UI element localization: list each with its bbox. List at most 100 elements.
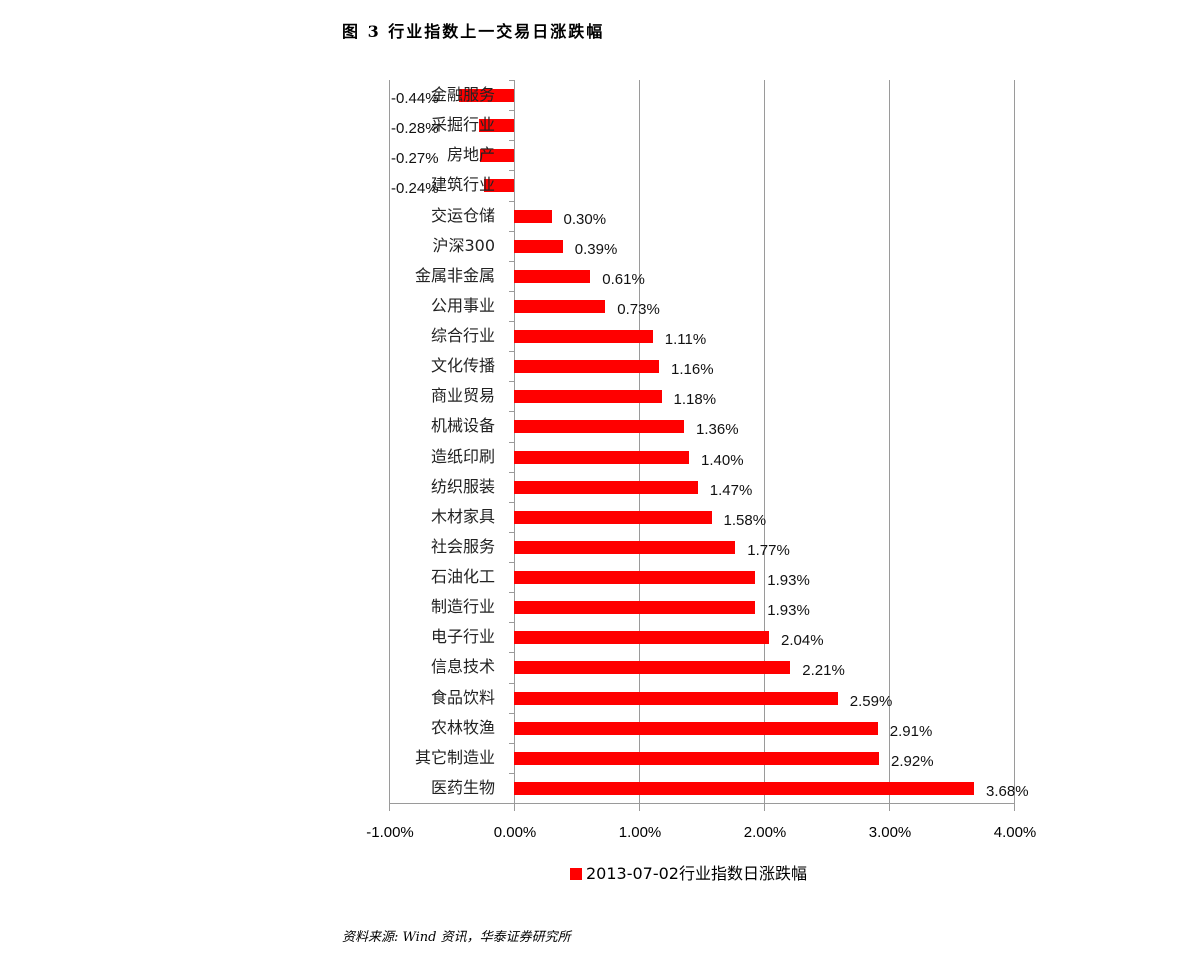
category-label: 医药生物 xyxy=(430,777,495,797)
source-note: 资料来源: Wind 资讯，华泰证券研究所 xyxy=(342,930,571,945)
bar xyxy=(484,179,514,193)
value-label: 1.11% xyxy=(664,331,707,349)
gridline xyxy=(889,80,890,803)
category-label: 木材家具 xyxy=(430,506,495,526)
y-tick xyxy=(509,170,514,172)
bar xyxy=(479,119,514,133)
value-label: 2.91% xyxy=(889,722,933,740)
gridline xyxy=(1014,80,1015,803)
value-label: 2.21% xyxy=(802,662,845,680)
category-label: 建筑行业 xyxy=(430,175,495,195)
y-tick xyxy=(509,531,514,533)
category-label: 金属非金属 xyxy=(414,265,495,285)
value-label: 0.30% xyxy=(563,210,607,228)
bar xyxy=(514,721,878,735)
x-tick xyxy=(639,803,640,811)
value-label: 2.04% xyxy=(781,632,824,650)
category-label: 公用事业 xyxy=(430,295,495,315)
value-label: 0.39% xyxy=(574,240,618,258)
value-label: 1.93% xyxy=(767,602,810,620)
y-tick xyxy=(509,501,514,503)
category-label: 综合行业 xyxy=(430,326,495,346)
bar xyxy=(514,239,563,253)
category-label: 制造行业 xyxy=(430,597,495,617)
y-tick xyxy=(509,592,514,594)
category-label: 金融服务 xyxy=(430,85,495,105)
x-tick-label: 1.00% xyxy=(618,824,662,841)
bar xyxy=(514,601,756,615)
y-tick xyxy=(509,712,514,714)
bar xyxy=(514,540,736,554)
x-tick xyxy=(764,803,765,811)
category-label: 电子行业 xyxy=(430,627,495,647)
y-tick xyxy=(509,290,514,292)
bar xyxy=(514,390,662,404)
value-label: -0.27% xyxy=(391,150,439,168)
figure-title: 图 3 行业指数上一交易日涨跌幅 xyxy=(342,22,605,41)
bar xyxy=(514,450,689,464)
y-tick xyxy=(509,381,514,383)
value-label: 1.77% xyxy=(747,541,790,559)
value-label: 0.61% xyxy=(602,270,645,288)
y-tick xyxy=(509,562,514,563)
y-tick xyxy=(509,80,514,81)
category-label: 采掘行业 xyxy=(430,115,495,135)
y-tick xyxy=(509,652,514,654)
chart-legend: 2013-07-02行业指数日涨跌幅 xyxy=(570,860,807,884)
bar xyxy=(514,269,591,283)
value-label: 3.68% xyxy=(986,782,1029,800)
x-axis-line xyxy=(389,803,1015,804)
x-tick xyxy=(389,803,390,811)
category-label: 食品饮料 xyxy=(430,687,495,707)
bar xyxy=(480,149,514,163)
category-label: 机械设备 xyxy=(430,416,495,436)
value-label: -0.44% xyxy=(391,90,439,108)
gridline xyxy=(389,80,390,803)
category-label: 造纸印刷 xyxy=(430,446,495,466)
y-tick xyxy=(509,140,514,142)
legend-label: 2013-07-02行业指数日涨跌幅 xyxy=(586,864,807,883)
y-tick xyxy=(509,200,514,202)
bar xyxy=(514,691,838,705)
y-tick xyxy=(509,682,514,684)
y-tick xyxy=(509,441,514,443)
value-label: 1.18% xyxy=(673,391,717,409)
value-label: 1.40% xyxy=(701,451,744,469)
x-tick-label: 3.00% xyxy=(868,824,912,841)
gridline xyxy=(514,80,515,803)
bar xyxy=(514,330,653,344)
value-label: 0.73% xyxy=(617,300,660,318)
x-tick xyxy=(889,803,890,811)
y-tick xyxy=(509,471,514,473)
y-tick xyxy=(509,803,514,804)
x-tick-label: 4.00% xyxy=(993,824,1037,841)
category-label: 社会服务 xyxy=(430,536,495,556)
bar xyxy=(514,631,769,645)
bar xyxy=(514,510,712,524)
y-tick xyxy=(509,411,514,413)
y-tick xyxy=(509,772,514,774)
category-label: 农林牧渔 xyxy=(430,717,495,737)
category-label: 文化传播 xyxy=(430,356,495,376)
value-label: 1.16% xyxy=(671,361,714,379)
value-label: -0.28% xyxy=(391,120,439,138)
y-tick xyxy=(509,230,514,232)
bar xyxy=(514,420,684,434)
bar xyxy=(514,781,974,795)
bar xyxy=(514,480,698,494)
category-label: 信息技术 xyxy=(430,657,495,677)
value-label: 1.47% xyxy=(709,481,753,499)
bar xyxy=(514,571,756,585)
y-tick xyxy=(509,742,514,744)
bar xyxy=(514,751,879,765)
category-label: 石油化工 xyxy=(430,567,495,587)
value-label: -0.24% xyxy=(391,180,439,198)
bar xyxy=(514,209,552,223)
value-label: 2.59% xyxy=(849,692,893,710)
category-label: 其它制造业 xyxy=(414,747,495,767)
value-label: 2.92% xyxy=(891,752,934,770)
value-label: 1.58% xyxy=(723,511,767,529)
value-label: 1.36% xyxy=(696,421,739,439)
category-label: 纺织服装 xyxy=(430,476,495,496)
